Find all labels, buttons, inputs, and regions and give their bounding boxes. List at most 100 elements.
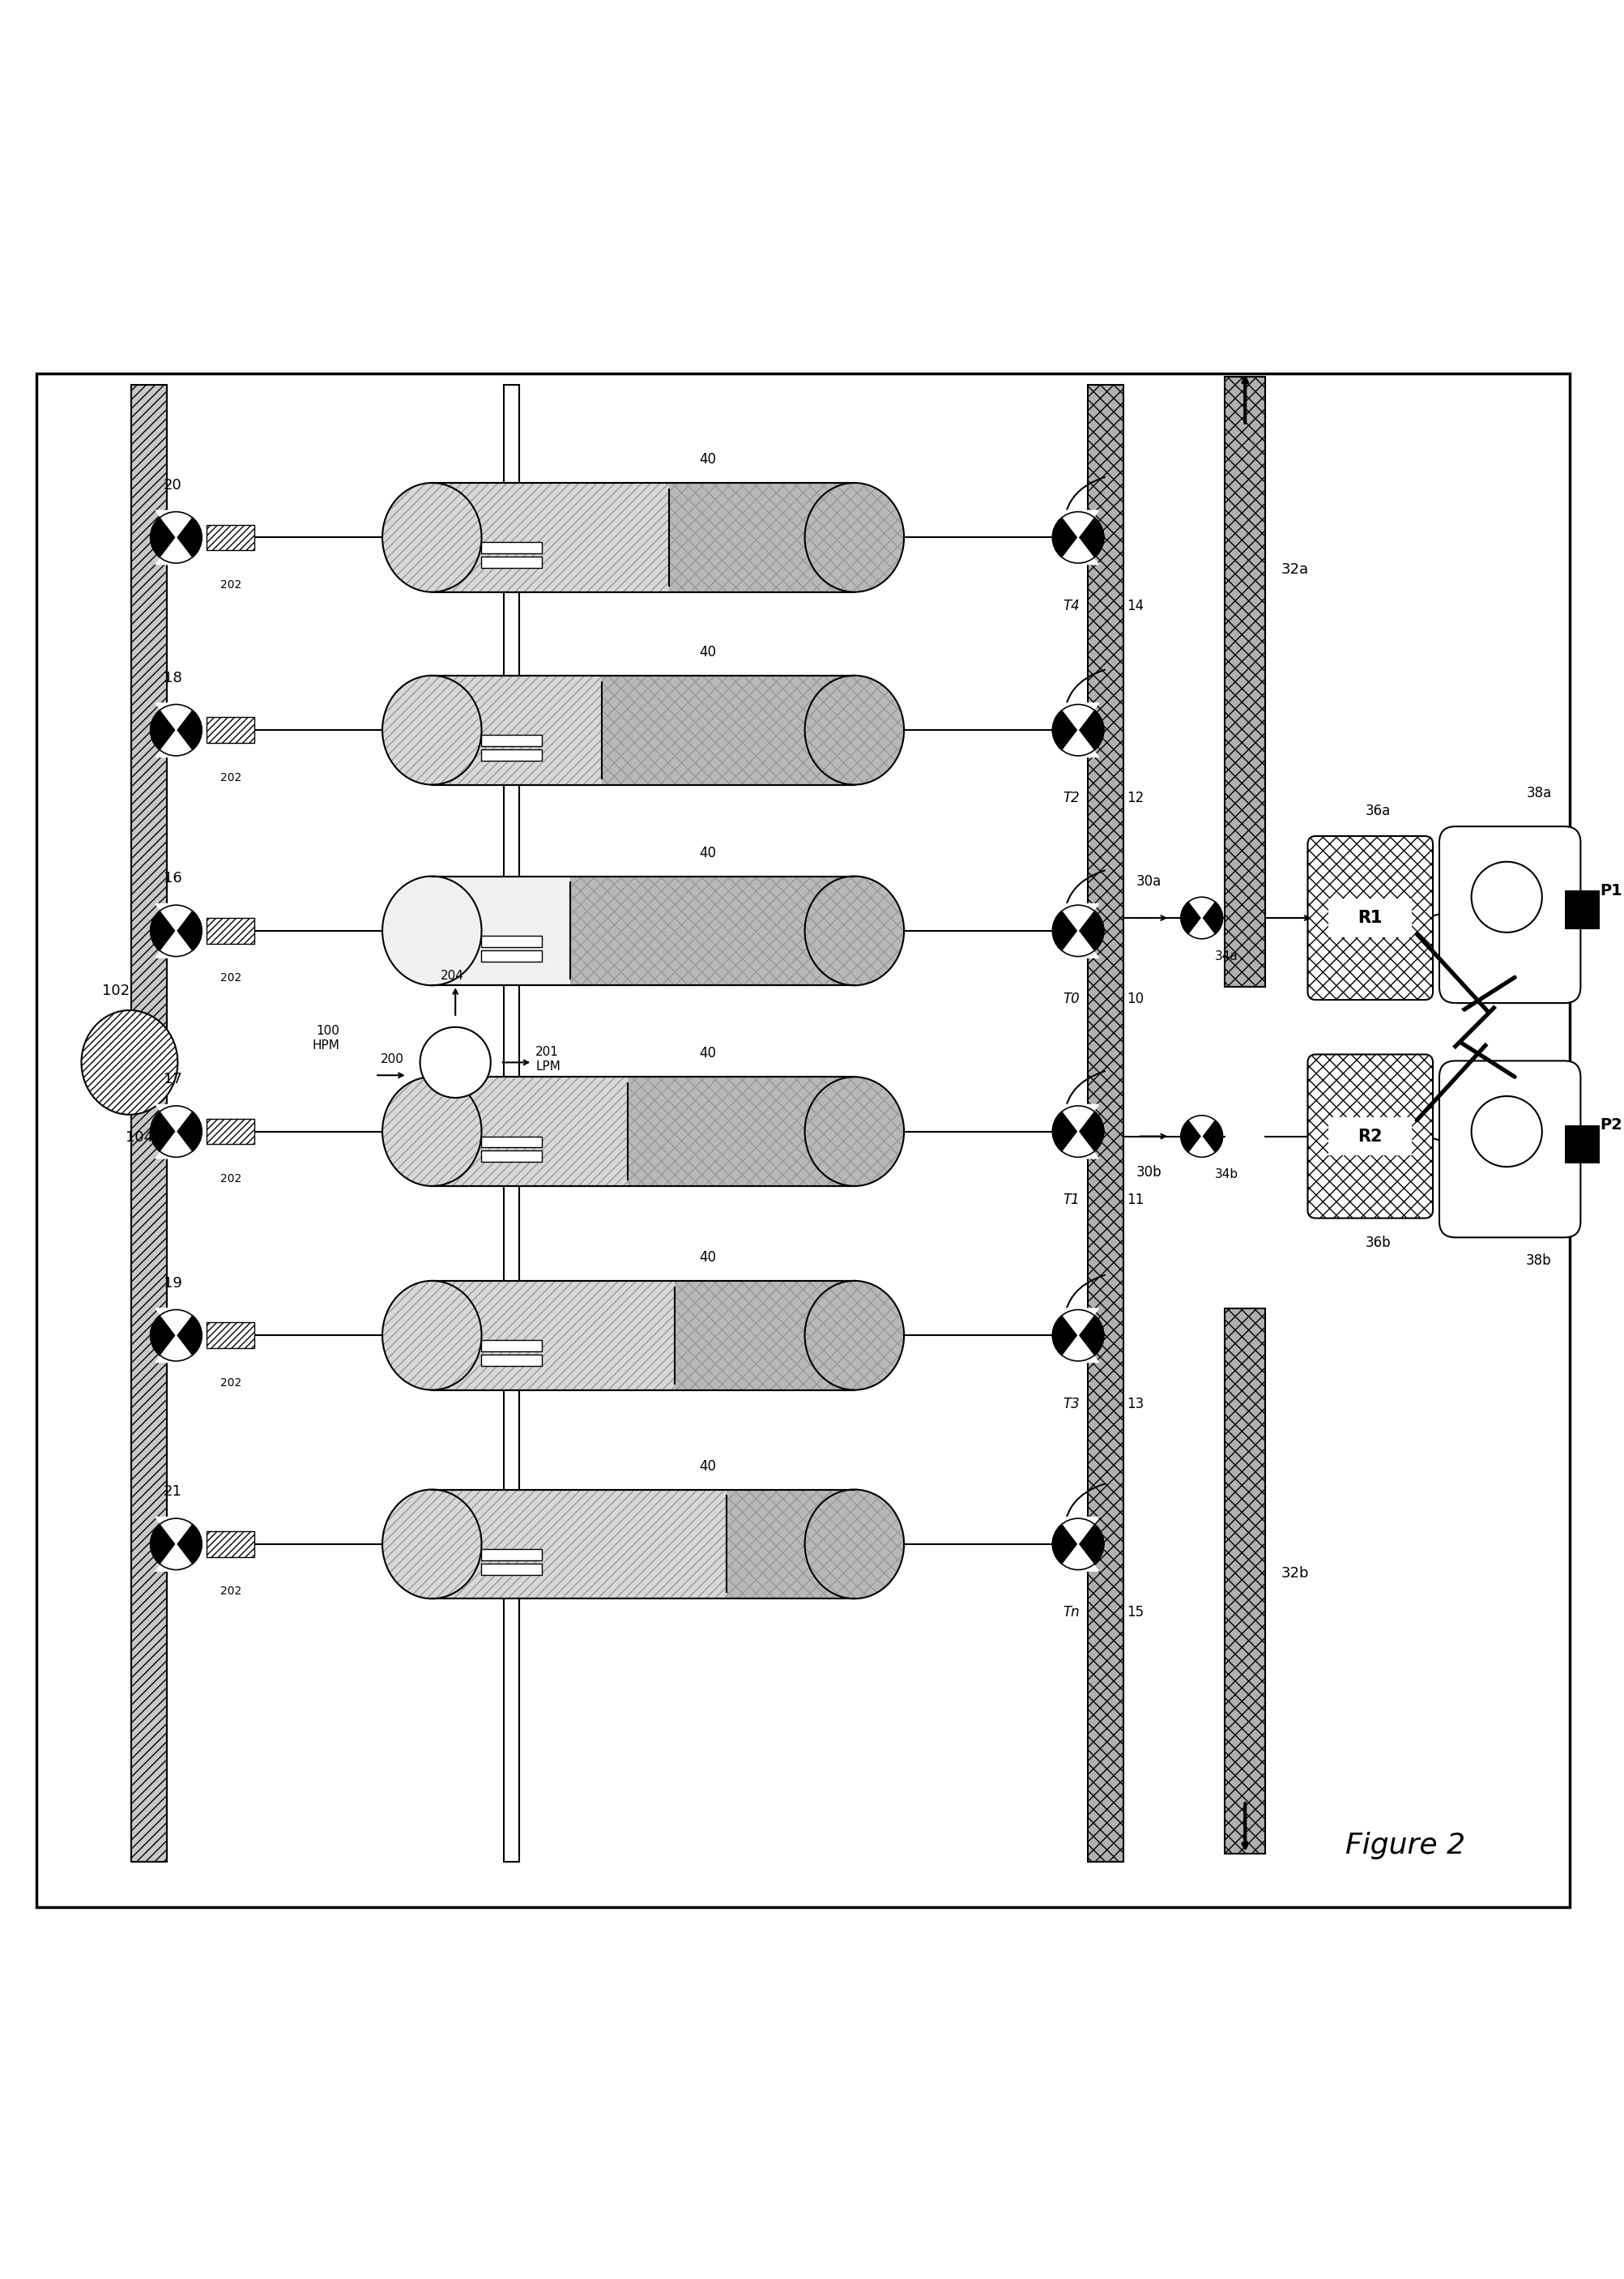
Text: T3: T3 xyxy=(1062,1397,1080,1411)
Bar xyxy=(432,1281,854,1390)
Ellipse shape xyxy=(804,483,903,593)
Text: 40: 40 xyxy=(698,1459,716,1475)
Polygon shape xyxy=(156,1105,197,1130)
Bar xyxy=(503,385,520,1862)
Bar xyxy=(432,875,570,985)
Bar xyxy=(481,1340,542,1351)
Polygon shape xyxy=(1057,1545,1098,1570)
Bar xyxy=(481,1137,542,1149)
Text: P2: P2 xyxy=(1600,1117,1621,1133)
Bar xyxy=(432,675,601,784)
Bar xyxy=(481,750,542,761)
Circle shape xyxy=(1471,861,1541,932)
Bar xyxy=(432,483,669,593)
Text: 202: 202 xyxy=(219,973,242,985)
Text: 102: 102 xyxy=(102,985,130,998)
Bar xyxy=(206,1322,255,1349)
Bar xyxy=(481,1151,542,1162)
Text: Figure 2: Figure 2 xyxy=(1345,1832,1465,1860)
Bar xyxy=(1328,898,1411,937)
Polygon shape xyxy=(156,905,197,930)
Ellipse shape xyxy=(804,483,903,593)
Bar xyxy=(432,1078,854,1185)
Bar xyxy=(206,524,255,549)
Bar xyxy=(481,556,542,567)
Polygon shape xyxy=(1057,1518,1098,1545)
Bar xyxy=(601,675,854,784)
Bar xyxy=(1564,1126,1600,1165)
Ellipse shape xyxy=(382,483,481,593)
Text: 202: 202 xyxy=(219,1377,242,1388)
Circle shape xyxy=(1052,1310,1103,1361)
Text: 19: 19 xyxy=(164,1276,182,1290)
Ellipse shape xyxy=(382,1078,481,1185)
Bar xyxy=(481,734,542,745)
Ellipse shape xyxy=(804,875,903,985)
Ellipse shape xyxy=(382,483,481,593)
Bar xyxy=(206,918,255,944)
Polygon shape xyxy=(156,1130,197,1158)
Ellipse shape xyxy=(804,1078,903,1185)
Bar xyxy=(432,675,854,784)
Ellipse shape xyxy=(804,675,903,784)
Circle shape xyxy=(1052,905,1103,957)
Text: R1: R1 xyxy=(1358,909,1382,925)
Text: 202: 202 xyxy=(219,1586,242,1598)
Bar xyxy=(0,1281,1624,1390)
Text: 202: 202 xyxy=(219,773,242,784)
Circle shape xyxy=(1052,513,1103,563)
Text: 20: 20 xyxy=(164,479,182,492)
Text: 21: 21 xyxy=(164,1484,182,1500)
Ellipse shape xyxy=(81,1010,177,1114)
Text: T4: T4 xyxy=(1062,599,1080,613)
Text: 10: 10 xyxy=(1127,991,1143,1007)
Bar xyxy=(432,483,854,593)
Bar xyxy=(627,1078,854,1185)
Text: 202: 202 xyxy=(219,579,242,590)
Polygon shape xyxy=(156,1545,197,1570)
Text: 30b: 30b xyxy=(1135,1165,1161,1181)
Text: 34a: 34a xyxy=(1215,950,1237,962)
Text: 32a: 32a xyxy=(1281,563,1309,577)
Ellipse shape xyxy=(382,675,481,784)
Text: 201
LPM: 201 LPM xyxy=(536,1046,560,1073)
Bar xyxy=(1564,891,1600,930)
Polygon shape xyxy=(1184,896,1218,918)
Circle shape xyxy=(1052,704,1103,757)
Ellipse shape xyxy=(804,1281,903,1390)
Text: 38b: 38b xyxy=(1525,1253,1551,1267)
Polygon shape xyxy=(1057,930,1098,957)
Text: 30a: 30a xyxy=(1135,875,1161,889)
Text: T1: T1 xyxy=(1062,1192,1080,1208)
Text: T2: T2 xyxy=(1062,791,1080,807)
FancyBboxPatch shape xyxy=(1307,1055,1432,1219)
Polygon shape xyxy=(1057,905,1098,930)
Ellipse shape xyxy=(804,1490,903,1598)
Circle shape xyxy=(1052,1518,1103,1570)
Circle shape xyxy=(151,1310,201,1361)
Text: 13: 13 xyxy=(1125,1397,1143,1411)
Ellipse shape xyxy=(804,875,903,985)
Text: T0: T0 xyxy=(1062,991,1080,1007)
Bar xyxy=(432,1490,854,1598)
Circle shape xyxy=(1052,1105,1103,1158)
FancyBboxPatch shape xyxy=(1439,1060,1580,1237)
Polygon shape xyxy=(156,1518,197,1545)
Text: 17: 17 xyxy=(164,1071,182,1087)
Text: 204: 204 xyxy=(440,971,463,982)
Bar xyxy=(432,1281,674,1390)
Text: 15: 15 xyxy=(1127,1604,1143,1620)
Text: 202: 202 xyxy=(219,1174,242,1185)
Ellipse shape xyxy=(382,1281,481,1390)
Bar xyxy=(1224,1308,1265,1853)
Ellipse shape xyxy=(804,1078,903,1185)
Text: 32b: 32b xyxy=(1281,1566,1309,1579)
Text: 36a: 36a xyxy=(1366,804,1390,818)
Text: 40: 40 xyxy=(698,451,716,467)
Bar xyxy=(481,1550,542,1561)
Polygon shape xyxy=(156,729,197,757)
Bar xyxy=(1086,385,1122,1862)
Circle shape xyxy=(1181,1114,1221,1158)
Text: 11: 11 xyxy=(1125,1192,1143,1208)
Text: 40: 40 xyxy=(698,645,716,659)
